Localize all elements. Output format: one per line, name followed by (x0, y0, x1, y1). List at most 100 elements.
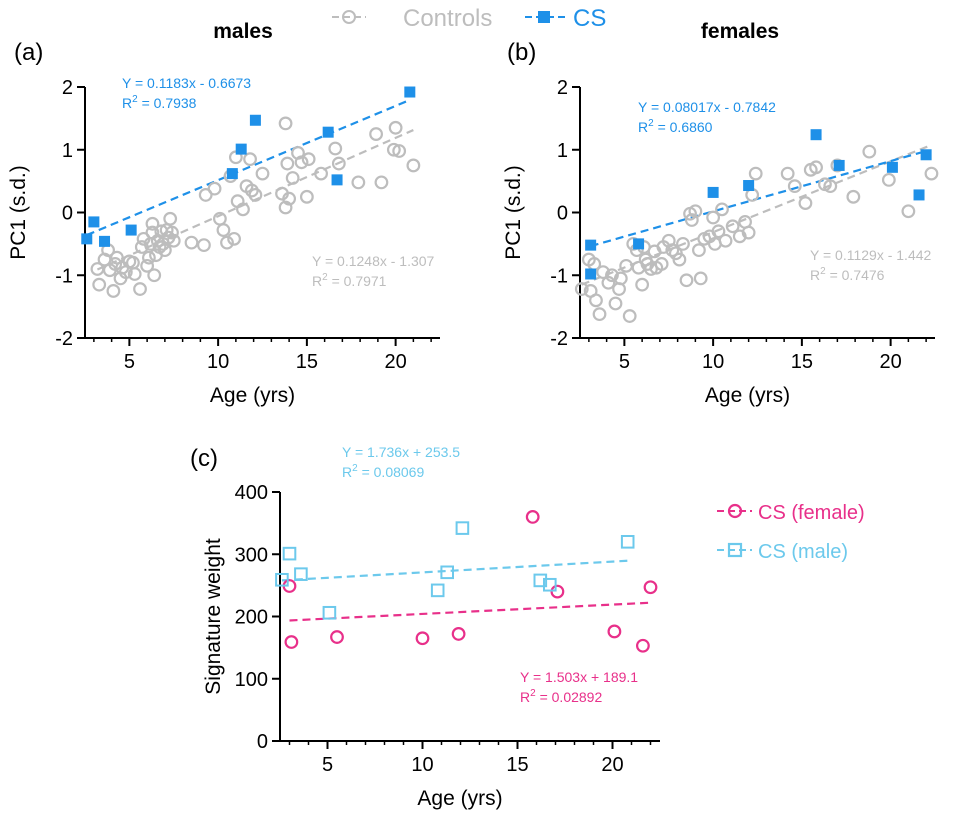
data-point (198, 188, 213, 202)
data-point (157, 243, 172, 258)
r2-prefix: R (122, 95, 132, 111)
data-point (278, 116, 293, 131)
data-point (741, 225, 756, 240)
data-point (901, 204, 916, 219)
data-point (88, 216, 100, 228)
legend-male-marker (717, 542, 752, 558)
data-point (605, 268, 619, 283)
y-tick-label: 0 (257, 731, 268, 753)
data-point (533, 573, 548, 588)
data-point (404, 86, 416, 98)
data-point (440, 565, 454, 580)
data-point (374, 175, 389, 190)
data-point (388, 120, 403, 135)
data-point (665, 243, 680, 258)
data-point (284, 635, 299, 649)
data-point (406, 158, 421, 173)
r2-prefix: R (342, 464, 352, 480)
data-point (106, 284, 121, 298)
r2-value: = 0.7476 (826, 267, 885, 283)
data-point (643, 580, 658, 595)
data-point (676, 236, 690, 251)
data-point (780, 166, 795, 181)
data-point (862, 144, 877, 159)
top-legend: Controls CS (332, 5, 606, 32)
fit-line-0 (581, 143, 932, 286)
data-point (243, 152, 257, 167)
x-tick-label: 15 (791, 351, 813, 373)
x-tick-label: 10 (207, 351, 229, 373)
data-point (331, 174, 343, 186)
data-point (810, 129, 822, 141)
x-tick-label: 20 (880, 351, 902, 373)
data-point (636, 638, 650, 653)
data-point (592, 307, 607, 322)
data-point (455, 521, 470, 535)
y-tick-label: 0 (557, 203, 568, 225)
data-point (248, 188, 263, 202)
data-point (285, 171, 300, 185)
data-point (216, 223, 231, 237)
data-point (299, 189, 314, 204)
data-point (275, 572, 289, 587)
data-point (672, 252, 687, 267)
legend-controls-label: Controls (403, 5, 492, 32)
data-point (881, 172, 896, 187)
r2-value: = 0.7971 (328, 273, 387, 289)
fit-r2: R2 = 0.7971 (312, 272, 387, 289)
data-point (725, 219, 740, 234)
data-point (92, 277, 107, 292)
data-point (620, 535, 635, 549)
y-tick-label: -1 (55, 265, 73, 287)
data-point (833, 159, 845, 171)
data-point (608, 296, 623, 311)
y-tick-label: 1 (557, 140, 568, 162)
panel-title-males: males (213, 20, 273, 43)
x-tick-label: 5 (124, 351, 135, 373)
data-point (126, 255, 140, 270)
data-point (633, 238, 645, 250)
data-point (108, 257, 123, 271)
data-point (133, 282, 147, 296)
r2-superscript: 2 (352, 463, 358, 474)
legend-cs-marker (525, 11, 565, 23)
x-axis-title: Age (yrs) (210, 384, 295, 407)
data-point (163, 211, 178, 226)
data-point (886, 161, 898, 173)
fit-equation: Y = 0.1129x - 1.442 (810, 247, 932, 263)
data-point (227, 231, 242, 246)
r2-value: = 0.02892 (536, 689, 603, 705)
y-tick-label: 400 (235, 482, 268, 504)
r2-prefix: R (520, 689, 530, 705)
data-point (197, 238, 211, 253)
r2-superscript: 2 (132, 94, 138, 105)
y-axis-title: Signature weight (202, 538, 225, 695)
data-point (718, 233, 733, 248)
fit-r2: R2 = 0.6860 (638, 118, 713, 135)
data-point (846, 189, 861, 204)
data-point (369, 127, 384, 141)
data-point (125, 224, 137, 236)
data-point (913, 189, 925, 201)
data-point (715, 202, 729, 217)
data-point (688, 204, 703, 219)
fit-line-1 (86, 98, 411, 237)
data-point (654, 257, 669, 271)
panel-a-plot: -2 -1 0 1 2 5 10 15 20 Age (yrs) PC1 (s.d.) Y = 0.1… (7, 75, 440, 407)
data-point (706, 210, 721, 225)
r2-prefix: R (312, 273, 322, 289)
data-point (543, 577, 557, 592)
data-point (635, 277, 650, 292)
data-point (601, 275, 616, 290)
data-point (282, 546, 297, 561)
data-point (184, 235, 199, 250)
legend-cs-label: CS (573, 5, 606, 32)
fit-line-1 (281, 559, 628, 582)
data-point (166, 233, 181, 248)
r2-prefix: R (810, 267, 820, 283)
fit-line-1 (590, 149, 927, 248)
legend-male-label: CS (male) (758, 541, 848, 563)
y-tick-label: 2 (557, 77, 568, 99)
y-axis-title: PC1 (s.d.) (7, 165, 30, 260)
data-point (294, 567, 308, 581)
